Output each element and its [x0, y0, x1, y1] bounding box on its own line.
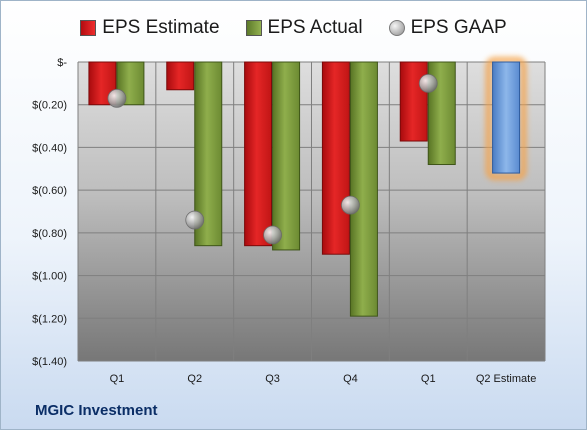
gaap-marker — [263, 225, 282, 245]
legend-item-actual: EPS Actual — [245, 17, 363, 39]
x-tick-label: Q4 — [343, 373, 358, 385]
legend-label-actual: EPS Actual — [267, 17, 363, 38]
bar-eps-actual — [349, 61, 378, 317]
legend-label-gaap: EPS GAAP — [410, 17, 507, 38]
bar-eps-estimate — [399, 61, 428, 142]
x-tick-label: Q2 Estimate — [476, 373, 537, 385]
grid-lines — [77, 61, 546, 362]
x-tick-label: Q2 — [187, 373, 202, 385]
y-tick-label: $(1.20) — [32, 313, 67, 325]
actual-swatch-icon — [245, 20, 262, 36]
y-tick-label: $(0.60) — [32, 185, 67, 197]
estimate-swatch-icon — [80, 20, 97, 36]
chart-legend: EPS Estimate EPS Actual EPS GAAP — [1, 17, 586, 39]
gaap-swatch-icon — [388, 20, 405, 36]
y-tick-label: $(0.20) — [32, 100, 67, 112]
gaap-markers — [107, 73, 438, 245]
bar-eps-estimate — [321, 61, 350, 255]
y-tick-label: $(1.00) — [32, 271, 67, 283]
y-tick-label: $(1.40) — [32, 356, 67, 368]
y-tick-label: $(0.80) — [32, 228, 67, 240]
y-tick-label: $(0.40) — [32, 142, 67, 154]
x-tick-label: Q3 — [265, 373, 280, 385]
x-tick-label: Q1 — [421, 373, 436, 385]
bar-eps-estimate — [166, 61, 195, 91]
bar-eps-estimate — [244, 61, 273, 247]
company-name: MGIC Investment — [35, 402, 158, 419]
gaap-marker — [418, 73, 438, 93]
gaap-marker — [107, 88, 127, 108]
y-axis-ticks: $- $(0.20) $(0.40) $(0.60) $(0.80) $(1.00) $(1… — [32, 57, 67, 368]
legend-label-estimate: EPS Estimate — [102, 17, 220, 38]
x-tick-label: Q1 — [110, 373, 125, 385]
gaap-marker — [185, 210, 205, 230]
y-tick-label: $- — [57, 57, 67, 69]
bar-forward-estimate — [492, 61, 521, 174]
bars — [88, 57, 527, 317]
x-axis-ticks: Q1 Q2 Q3 Q4 Q1 Q2 Estimate — [110, 373, 537, 385]
estimate-glow — [485, 57, 527, 181]
legend-item-estimate: EPS Estimate — [80, 17, 220, 39]
legend-item-gaap: EPS GAAP — [388, 17, 507, 39]
bar-eps-actual — [272, 61, 301, 251]
gaap-marker — [341, 195, 360, 215]
